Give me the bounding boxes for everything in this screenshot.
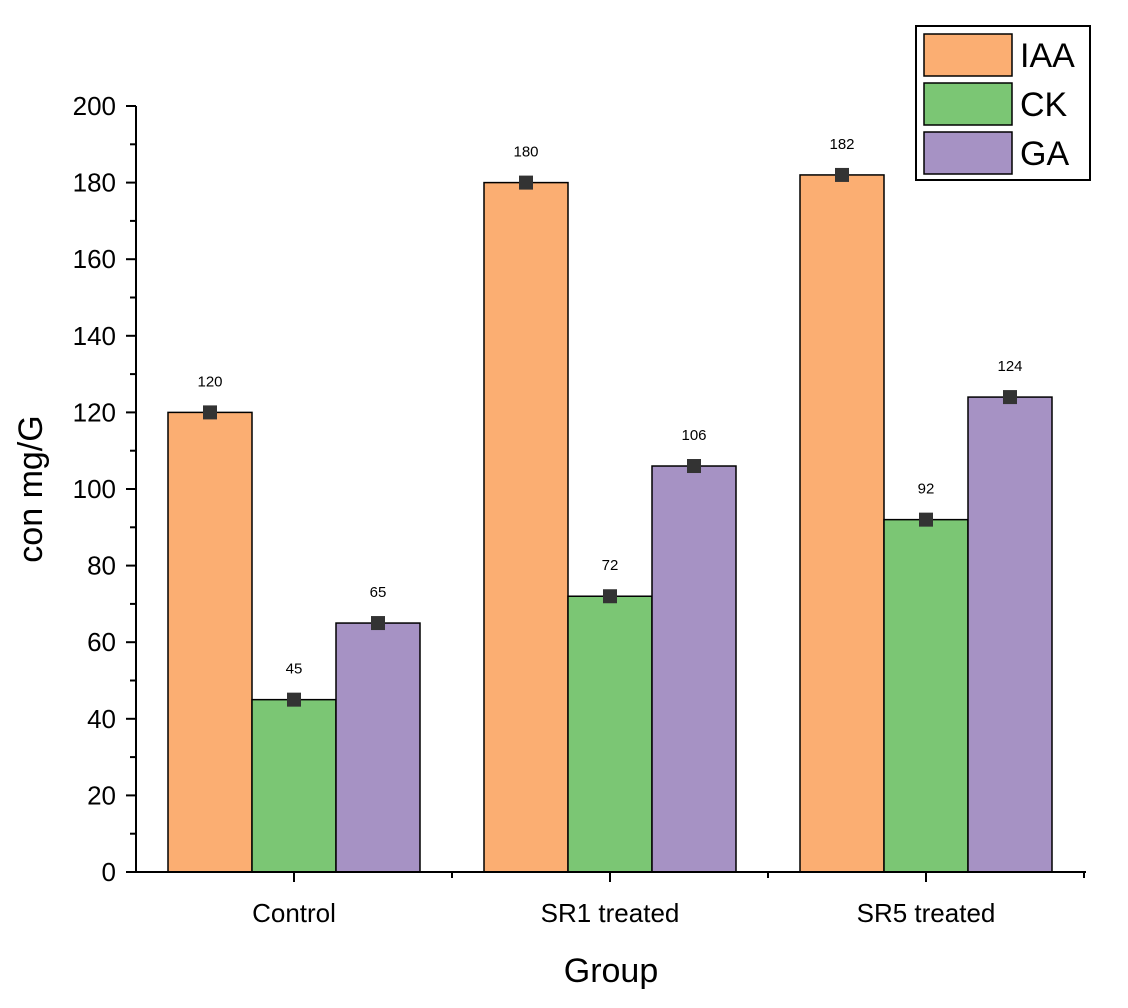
y-tick-label: 140: [73, 321, 116, 351]
bar-ck: [251, 698, 337, 873]
value-marker: [835, 167, 849, 182]
value-marker: [687, 459, 701, 474]
data-label: 182: [829, 136, 854, 153]
legend-label: CK: [1020, 86, 1068, 124]
y-tick-label: 80: [87, 551, 116, 581]
x-axis-title: Group: [564, 952, 659, 990]
y-tick-label: 120: [73, 397, 116, 427]
x-tick-label: SR1 treated: [541, 898, 680, 928]
bar-iaa: [799, 174, 885, 873]
y-tick-label: 20: [87, 780, 116, 810]
bar-ga: [651, 465, 737, 873]
bar-ga: [967, 396, 1053, 873]
legend-swatch-iaa: [923, 33, 1013, 77]
bar-ck: [883, 518, 969, 873]
data-label: 120: [197, 373, 222, 390]
y-axis-title: con mg/G: [12, 415, 50, 562]
y-tick-label: 160: [73, 244, 116, 274]
data-label: 65: [370, 584, 387, 601]
value-marker: [519, 175, 533, 190]
legend-label: GA: [1020, 135, 1069, 173]
value-marker: [1003, 390, 1017, 405]
y-tick-label: 0: [102, 857, 116, 887]
value-marker: [203, 405, 217, 420]
data-label: 45: [286, 661, 303, 678]
data-labels-layer: 120 45 65 180 72 106 182 92 124: [197, 136, 1022, 678]
data-label: 180: [513, 144, 538, 161]
x-ticks-layer: Control SR1 treated SR5 treated: [252, 872, 1085, 928]
legend-swatch-ck: [923, 82, 1013, 126]
value-marker: [919, 512, 933, 527]
legend-label: IAA: [1020, 37, 1075, 75]
bar-iaa: [483, 181, 569, 873]
value-marker: [603, 589, 617, 604]
y-tick-label: 180: [73, 168, 116, 198]
data-label: 106: [681, 427, 706, 444]
y-tick-label: 100: [73, 474, 116, 504]
y-tick-label: 40: [87, 704, 116, 734]
y-tick-label: 200: [73, 91, 116, 121]
markers-layer: [203, 167, 1017, 707]
y-ticks-layer: 0 20 40 60 80 100 120 140 160 180 200: [73, 91, 136, 887]
x-tick-label: SR5 treated: [857, 898, 996, 928]
x-tick-label: Control: [252, 898, 336, 928]
data-label: 92: [918, 481, 935, 498]
data-label: 72: [602, 557, 619, 574]
bar-iaa: [167, 411, 253, 873]
data-label: 124: [997, 358, 1022, 375]
bar-ga: [335, 622, 421, 873]
legend: IAA CK GA: [915, 25, 1091, 181]
value-marker: [371, 616, 385, 631]
y-tick-label: 60: [87, 627, 116, 657]
bars-layer: [167, 174, 1053, 873]
bar-ck: [567, 595, 653, 873]
legend-swatch-ga: [923, 131, 1013, 175]
value-marker: [287, 692, 301, 707]
